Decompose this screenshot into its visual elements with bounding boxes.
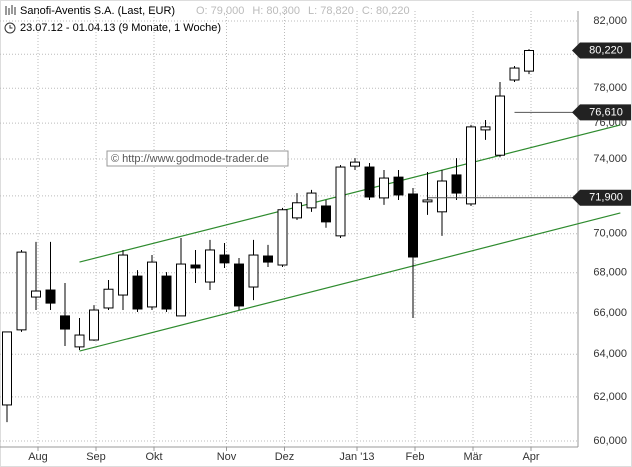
ohlc-value: L: 78,820 — [308, 5, 354, 17]
candle-body — [306, 192, 317, 209]
price-marker-label: 76,610 — [589, 106, 623, 118]
candle-body — [393, 176, 404, 196]
ohlc-value: C: 80,220 — [362, 5, 410, 17]
candle-body — [205, 249, 215, 283]
x-tick-label: Sep — [86, 451, 106, 463]
price-marker-label: 71,900 — [589, 192, 623, 204]
candle-body — [89, 309, 99, 341]
ohlc-value: O: 79,000 — [196, 5, 244, 17]
y-tick-label: 70,000 — [593, 228, 627, 240]
candle-body — [16, 251, 27, 331]
candle-body — [277, 209, 288, 266]
candle-body — [60, 315, 70, 330]
candle-body — [74, 334, 85, 348]
y-tick-label: 60,000 — [593, 435, 627, 447]
x-tick-label: Jan '13 — [339, 451, 374, 463]
y-tick-label: 66,000 — [593, 307, 627, 319]
candle-body — [132, 275, 143, 310]
candle-body — [31, 290, 41, 298]
y-tick-label: 64,000 — [593, 348, 627, 360]
chart-icon — [5, 5, 16, 15]
clock-icon — [4, 22, 16, 34]
x-tick-label: Nov — [217, 451, 237, 463]
candle-body — [147, 261, 157, 308]
candle-body — [321, 205, 331, 223]
candle-body — [379, 177, 389, 199]
candle-body — [509, 67, 520, 81]
candle-body — [45, 289, 56, 304]
x-tick-label: Aug — [28, 451, 48, 463]
trendline — [79, 212, 621, 352]
candle-body — [292, 202, 302, 219]
candle-body — [263, 255, 273, 263]
candle-body — [335, 166, 346, 237]
candle-body — [118, 254, 128, 296]
watermark-box — [106, 150, 289, 167]
candle-body — [234, 263, 244, 307]
price-marker — [572, 189, 631, 206]
price-marker — [572, 104, 631, 121]
candle-body — [495, 95, 505, 156]
candle-body — [364, 166, 375, 198]
price-marker-label: 80,220 — [589, 44, 623, 56]
price-marker — [572, 42, 631, 59]
chart-title: Sanofi-Aventis S.A. (Last, EUR) — [20, 5, 175, 17]
candle-body — [437, 180, 447, 213]
y-tick-label: 68,000 — [593, 267, 627, 279]
candle-body — [2, 331, 12, 406]
x-tick-label: Mär — [464, 451, 483, 463]
candle-body — [350, 161, 360, 167]
candle-body — [176, 263, 186, 317]
y-tick-label: 78,000 — [593, 82, 627, 94]
candle-body — [466, 126, 476, 205]
candle-body — [161, 275, 172, 310]
x-tick-label: Apr — [522, 451, 539, 463]
candle-body — [219, 254, 230, 264]
x-tick-label: Okt — [145, 451, 162, 463]
candle-body — [480, 126, 491, 131]
candle-body — [408, 193, 418, 258]
candle-body — [524, 50, 534, 72]
y-tick-label: 82,000 — [593, 15, 627, 27]
x-tick-label: Feb — [406, 451, 425, 463]
candle-body — [103, 288, 114, 309]
chart-subtitle: 23.07.12 - 01.04.13 (9 Monate, 1 Woche) — [20, 22, 221, 34]
candle-body — [190, 264, 201, 269]
ohlc-value: H: 80,300 — [252, 5, 300, 17]
x-tick-label: Dez — [275, 451, 295, 463]
y-tick-label: 74,000 — [593, 153, 627, 165]
candle-body — [451, 174, 462, 194]
candle-body — [422, 199, 433, 203]
y-tick-label: 62,000 — [593, 391, 627, 403]
trendline — [79, 124, 621, 263]
watermark: © http://www.godmode-trader.de — [111, 153, 269, 165]
candle-body — [248, 254, 259, 288]
